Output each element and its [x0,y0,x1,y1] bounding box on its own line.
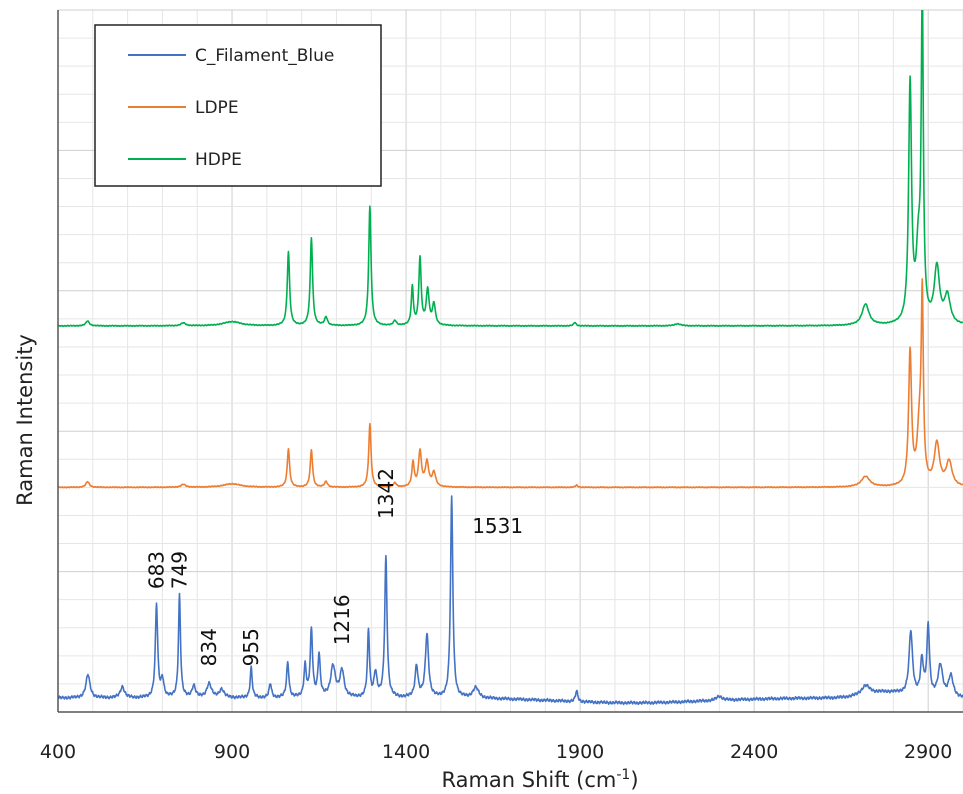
peak-label-1216: 1216 [330,594,354,645]
peak-label-749: 749 [167,551,191,589]
peak-label-834: 834 [197,628,221,666]
y-axis-title: Raman Intensity [13,334,37,506]
peak-label-683: 683 [145,551,169,589]
series-line-ldpe [58,278,963,489]
x-tick-labels: 400 900 1400 1900 2400 2900 [40,741,953,763]
axes [57,10,963,713]
legend: C_Filament_Blue LDPE HDPE [94,24,382,187]
series-line-hdpe [58,10,963,328]
peak-label-955: 955 [239,628,263,666]
series-line-c-filament-blue [58,495,963,706]
x-tick-label: 2400 [730,741,778,763]
legend-label: LDPE [195,98,239,118]
peak-label-1342: 1342 [374,468,398,519]
x-tick-label: 1400 [382,741,430,763]
x-axis-title: Raman Shift (cm-1) [441,767,638,792]
x-tick-label: 400 [40,741,76,763]
peak-label-1531: 1531 [472,514,523,538]
series-group [58,10,963,706]
x-tick-label: 1900 [556,741,604,763]
x-tick-label: 2900 [904,741,952,763]
x-tick-label: 900 [214,741,250,763]
legend-label: HDPE [195,150,242,170]
legend-label: C_Filament_Blue [195,46,334,66]
